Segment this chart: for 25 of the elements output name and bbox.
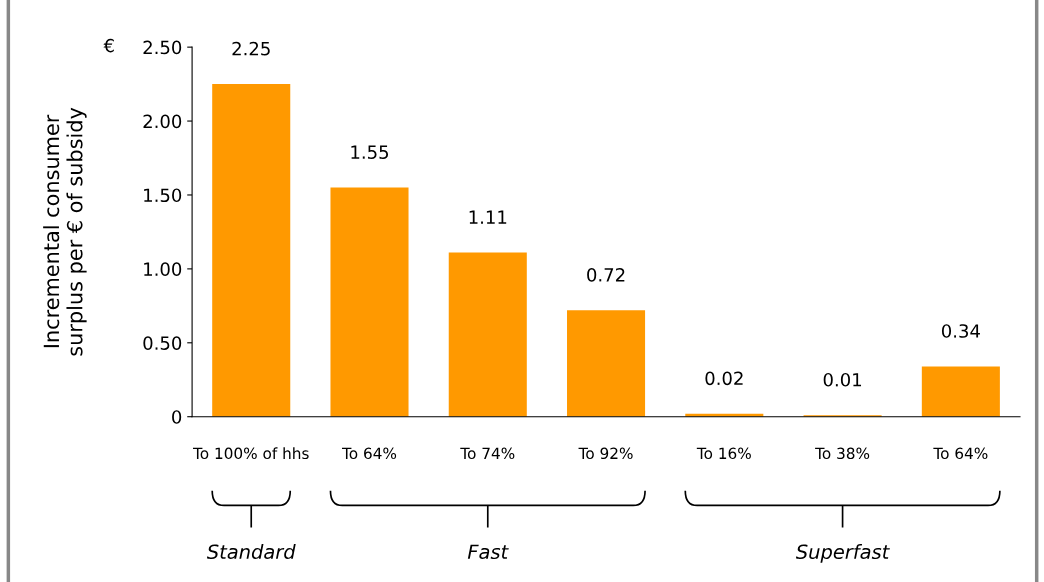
data-label: 0.01 bbox=[823, 372, 862, 387]
x-tick-label: To 92% bbox=[578, 447, 633, 460]
text: Fast bbox=[467, 544, 509, 560]
y-tick-label: 1.50 bbox=[144, 188, 182, 203]
y-tick-label: 0.50 bbox=[143, 336, 182, 350]
x-tick-label: To 64% bbox=[933, 447, 988, 460]
y-axis-title: Incremental consumer surplus per € of subsidy bbox=[43, 107, 87, 356]
y-tick-label: 2.00 bbox=[143, 114, 182, 129]
text: € bbox=[103, 38, 114, 53]
x-tick-label: To 38% bbox=[815, 447, 870, 460]
data-label: 0.34 bbox=[941, 324, 980, 338]
x-tick-label: To 100% of hhs bbox=[193, 447, 309, 460]
x-tick-label: To 64% bbox=[342, 447, 397, 460]
data-label: 0.72 bbox=[587, 267, 625, 282]
data-label: 0.02 bbox=[705, 371, 743, 386]
y-tick-label: 0 bbox=[172, 410, 182, 424]
data-label: 1.11 bbox=[469, 210, 507, 224]
data-label: 2.25 bbox=[232, 41, 270, 56]
x-tick-label: To 74% bbox=[460, 447, 515, 460]
text: Superfast bbox=[795, 544, 890, 563]
text: Standard bbox=[206, 544, 296, 560]
y-tick-label: 2.50 bbox=[143, 40, 182, 55]
x-tick-label: To 16% bbox=[696, 447, 751, 460]
y-tick-label: 1.00 bbox=[144, 262, 182, 276]
data-label: 1.55 bbox=[351, 145, 389, 159]
